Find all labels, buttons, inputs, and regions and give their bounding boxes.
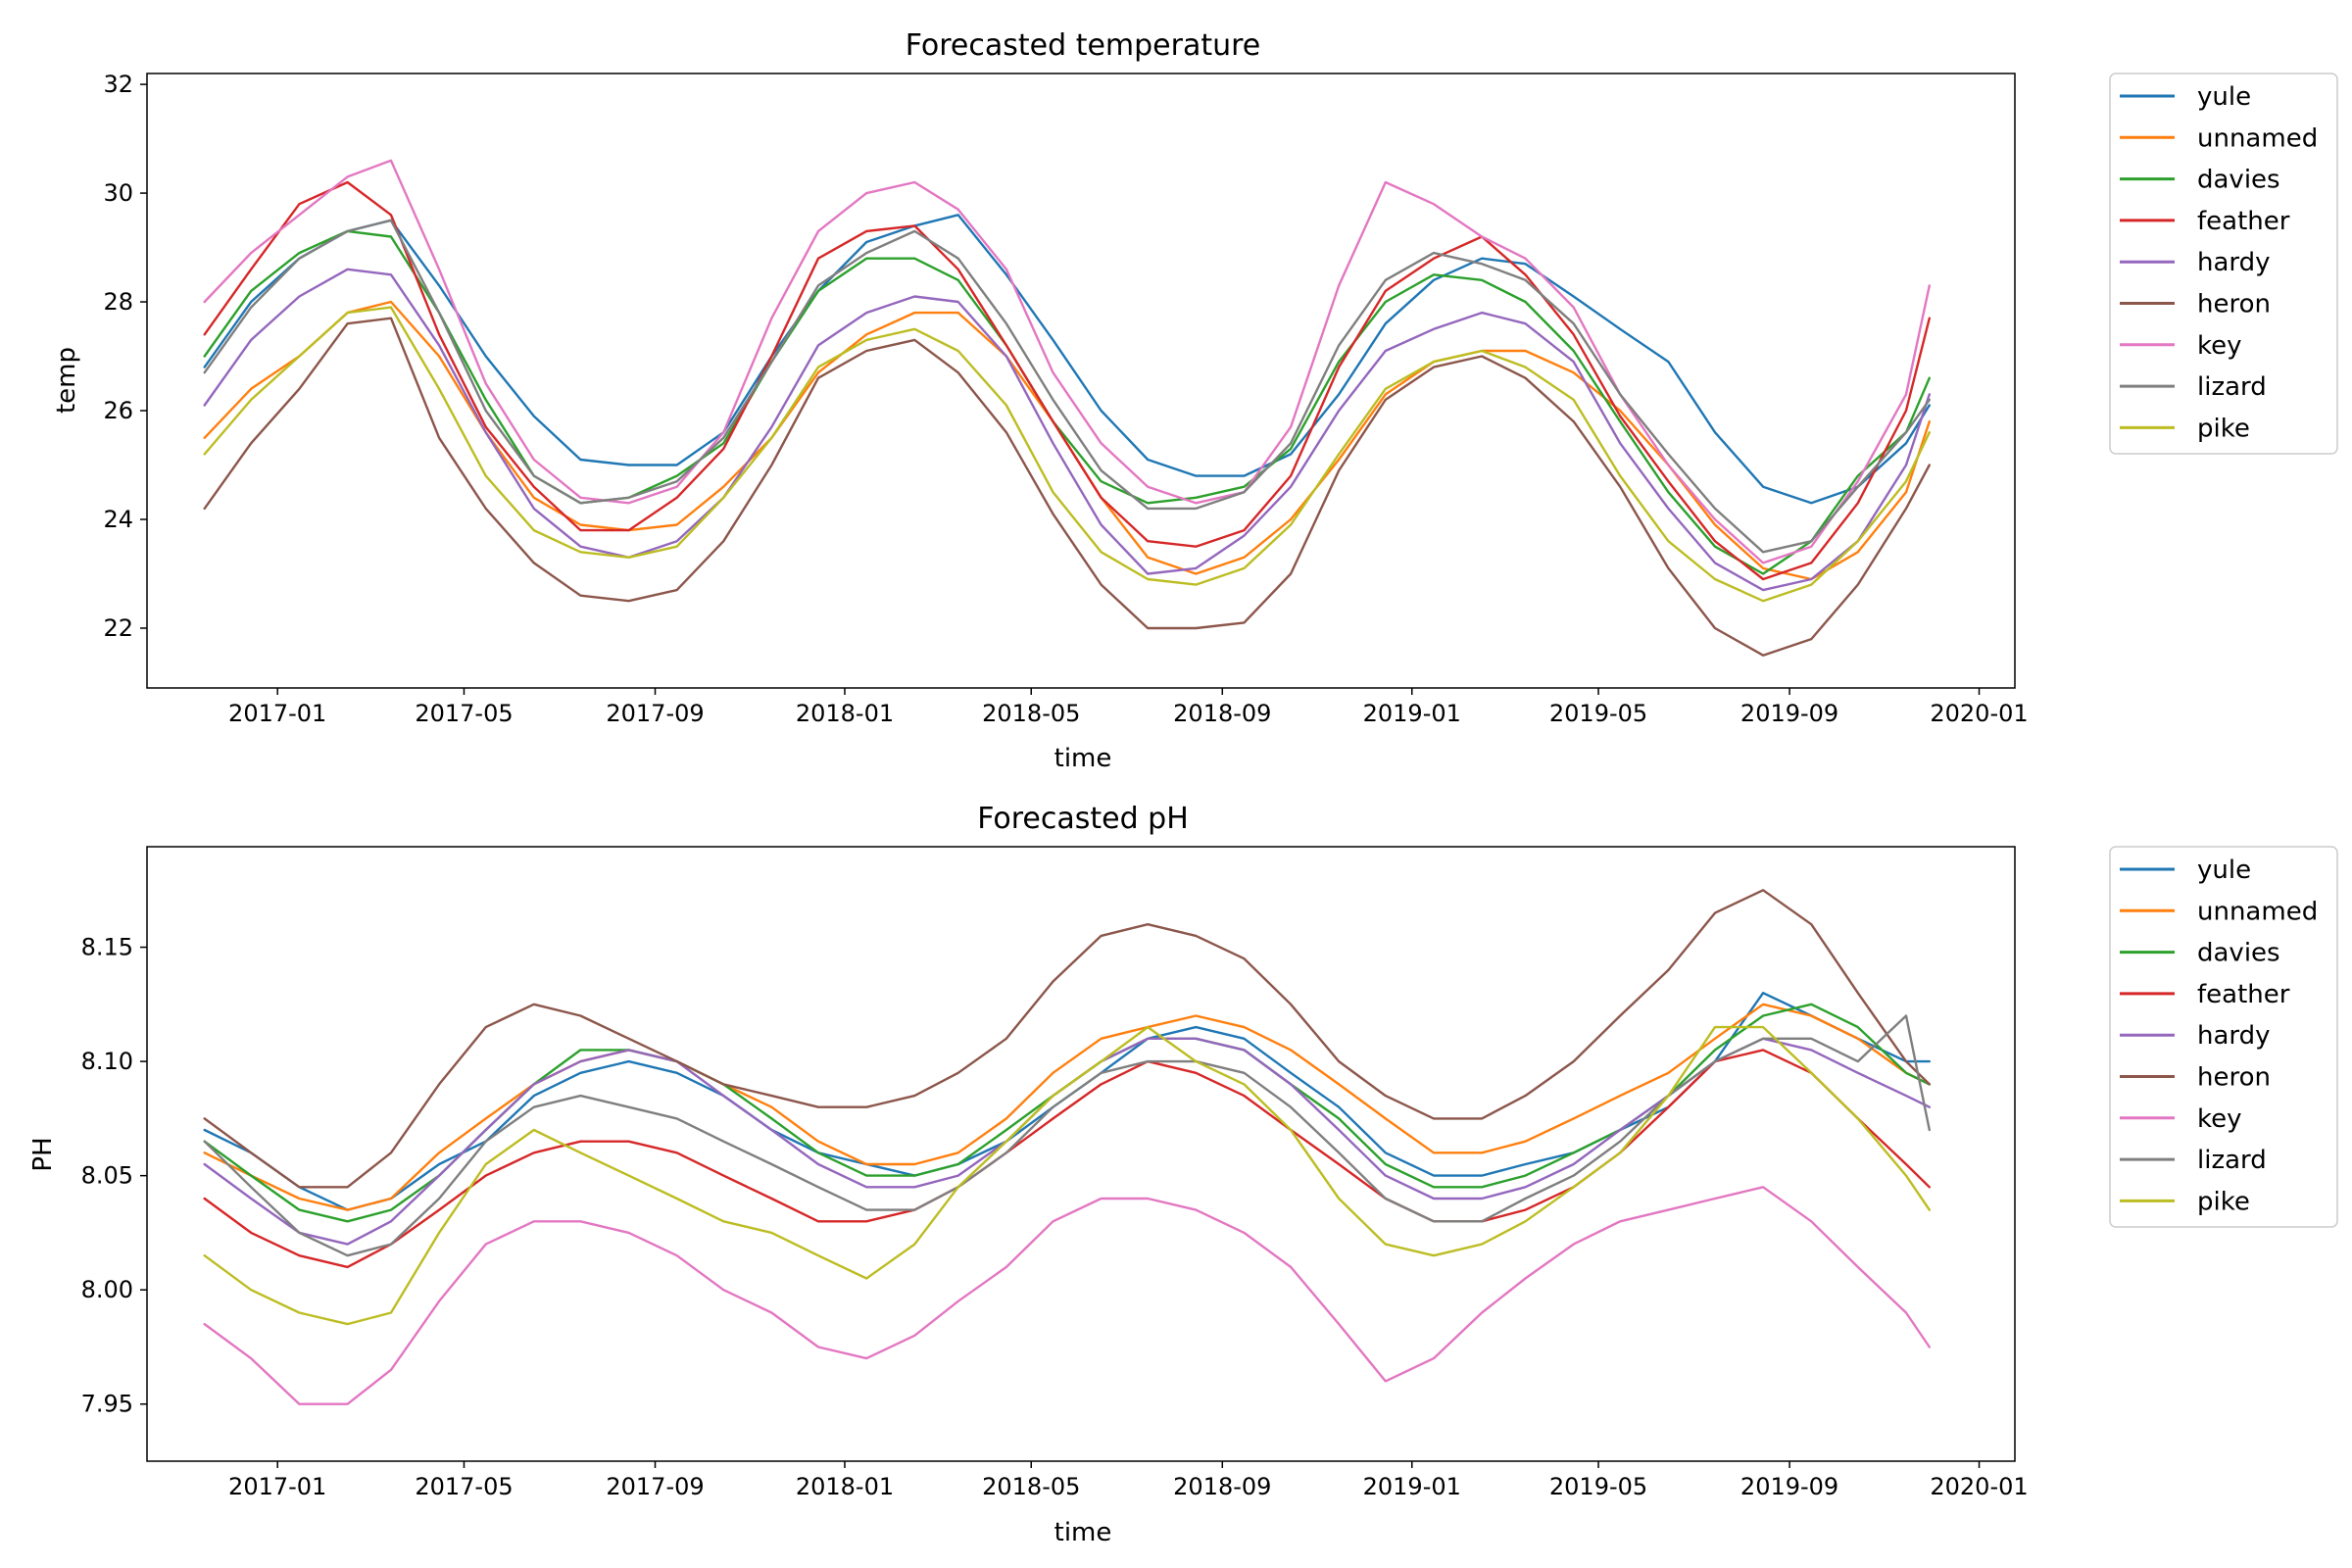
ph-series-heron: [203, 889, 1932, 1189]
temperature-legend-label-unnamed: unnamed: [2197, 123, 2318, 153]
temperature-x-tick-label: 2019-05: [1549, 700, 1647, 727]
temperature-series-pike: [203, 306, 1932, 603]
ph-y-tick-label: 8.00: [81, 1276, 133, 1303]
temperature-legend-label-heron: heron: [2197, 290, 2271, 319]
ph-legend-label-hardy: hardy: [2197, 1021, 2271, 1051]
ph-x-tick-label: 2018-05: [982, 1473, 1080, 1500]
ph-y-tick-label: 8.10: [81, 1048, 133, 1075]
ph-legend-label-davies: davies: [2197, 939, 2280, 968]
temperature-series-heron: [203, 317, 1932, 657]
temperature-x-tick-label: 2017-01: [228, 700, 326, 727]
temperature-y-tick-label: 32: [103, 71, 133, 98]
temperature-series-lizard: [203, 219, 1932, 554]
temperature-legend-label-davies: davies: [2197, 166, 2280, 195]
ph-chart: Forecasted pH 2017-01 2017-05 2017-09 2018-…: [28, 802, 2338, 1547]
temperature-series-lines: [203, 159, 1932, 657]
ph-chart-title: Forecasted pH: [977, 802, 1189, 836]
temperature-series-yule: [203, 214, 1932, 505]
ph-x-tick-label: 2017-09: [606, 1473, 704, 1500]
temperature-series-hardy: [203, 268, 1932, 592]
temperature-x-tick-label: 2017-05: [415, 700, 513, 727]
temperature-legend-frame: [2109, 73, 2338, 455]
ph-x-tick-label: 2018-09: [1173, 1473, 1271, 1500]
temperature-x-axis-label: time: [1054, 744, 1112, 773]
ph-legend-label-lizard: lizard: [2197, 1146, 2267, 1175]
ph-legend-label-heron: heron: [2197, 1063, 2271, 1093]
temperature-chart: Forecasted temperature 2017-01 2017-05 201…: [52, 28, 2338, 773]
temperature-y-tick-label: 30: [103, 179, 133, 207]
temperature-x-ticks: 2017-01 2017-05 2017-09 2018-01 2018-05 2018-…: [228, 688, 2029, 727]
temperature-chart-title: Forecasted temperature: [906, 28, 1261, 63]
temperature-series-davies: [203, 229, 1932, 575]
ph-x-tick-label: 2020-01: [1930, 1473, 2028, 1500]
ph-x-axis-label: time: [1054, 1518, 1112, 1547]
temperature-legend-label-lizard: lizard: [2197, 372, 2267, 402]
temperature-x-tick-label: 2020-01: [1930, 700, 2028, 727]
ph-legend-frame: [2109, 846, 2338, 1228]
ph-x-tick-label: 2017-05: [415, 1473, 513, 1500]
temperature-x-tick-label: 2019-09: [1740, 700, 1838, 727]
temperature-series-key: [203, 159, 1932, 564]
temperature-y-axis-label: temp: [52, 347, 81, 414]
temperature-x-tick-label: 2017-09: [606, 700, 704, 727]
temperature-y-tick-label: 26: [103, 397, 133, 424]
temperature-x-tick-label: 2018-01: [796, 700, 894, 727]
temperature-x-tick-label: 2019-01: [1363, 700, 1461, 727]
ph-legend-label-unnamed: unnamed: [2197, 897, 2318, 926]
ph-y-ticks: 7.95 8.00 8.05 8.10 8.15: [81, 934, 147, 1418]
temperature-x-tick-label: 2018-09: [1173, 700, 1271, 727]
temperature-legend-label-pike: pike: [2197, 414, 2250, 443]
temperature-legend-label-key: key: [2197, 331, 2242, 361]
temperature-legend: yule unnamed davies feather hardy heron key liz…: [2109, 73, 2338, 455]
temperature-y-tick-label: 28: [103, 288, 133, 316]
ph-legend-label-pike: pike: [2197, 1187, 2250, 1216]
temperature-y-ticks: 22 24 26 28 30 32: [103, 71, 147, 642]
temperature-legend-label-hardy: hardy: [2197, 248, 2271, 277]
ph-x-ticks: 2017-01 2017-05 2017-09 2018-01 2018-05 2018-…: [228, 1461, 2029, 1500]
ph-series-unnamed: [203, 1003, 1932, 1211]
ph-x-tick-label: 2019-01: [1363, 1473, 1461, 1500]
ph-legend-label-feather: feather: [2197, 980, 2290, 1009]
ph-series-lines: [203, 889, 1932, 1405]
ph-x-tick-label: 2019-05: [1549, 1473, 1647, 1500]
temperature-y-tick-label: 22: [103, 614, 133, 642]
temperature-series-feather: [203, 180, 1932, 581]
ph-x-tick-label: 2017-01: [228, 1473, 326, 1500]
temperature-legend-label-feather: feather: [2197, 207, 2290, 236]
temperature-x-tick-label: 2018-05: [982, 700, 1080, 727]
ph-series-lizard: [203, 1014, 1932, 1257]
ph-x-tick-label: 2019-09: [1740, 1473, 1838, 1500]
ph-legend-label-yule: yule: [2197, 856, 2251, 885]
ph-legend-label-key: key: [2197, 1104, 2242, 1134]
ph-y-tick-label: 8.15: [81, 934, 133, 961]
ph-y-axis-label: PH: [28, 1137, 58, 1171]
ph-y-tick-label: 7.95: [81, 1391, 133, 1418]
ph-series-pike: [203, 1025, 1932, 1326]
ph-series-feather: [203, 1049, 1932, 1269]
ph-legend: yule unnamed davies feather hardy heron key liz…: [2109, 846, 2338, 1228]
ph-plot-area: [146, 846, 2016, 1462]
ph-series-key: [203, 1186, 1932, 1405]
temperature-y-tick-label: 24: [103, 506, 133, 533]
temperature-legend-label-yule: yule: [2197, 82, 2251, 112]
ph-y-tick-label: 8.05: [81, 1162, 133, 1190]
ph-x-tick-label: 2018-01: [796, 1473, 894, 1500]
